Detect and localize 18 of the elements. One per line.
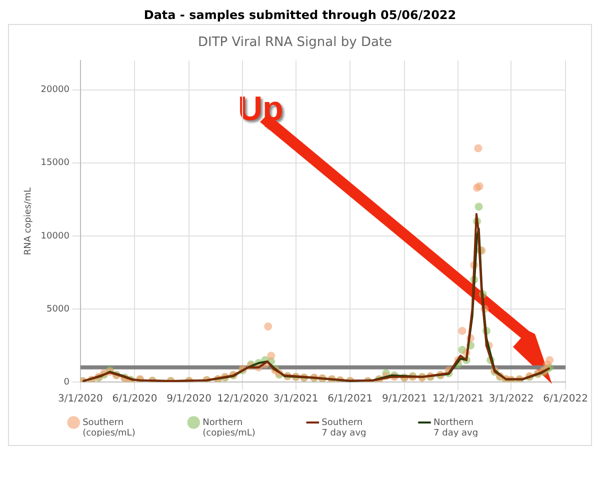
y-tick-label: 20000 [40,85,70,96]
chart-subtitle: DITP Viral RNA Signal by Date [198,35,392,50]
x-tick-label: 6/1/2022 [543,394,588,405]
x-tick-label: 12/1/2021 [432,394,484,405]
x-tick-label: 12/1/2020 [217,394,268,405]
y-tick-label: 15000 [40,158,70,168]
y-tick-label: 0 [64,377,70,388]
x-tick-label: 3/1/2021 [273,394,318,405]
x-tick-label: 9/1/2020 [166,394,212,405]
chart-title: Data - samples submitted through 05/06/2022 [142,8,458,24]
x-tick-label: 3/1/2020 [58,394,103,405]
y-axis-title: RNA copies/mL [24,187,34,256]
x-tick-label: 6/1/2020 [112,394,158,405]
x-tick-label: 9/1/2021 [382,394,427,405]
x-tick-label: 6/1/2021 [328,394,373,405]
y-tick-label: 5000 [46,304,70,314]
y-tick-label: 10000 [40,231,70,242]
x-tick-label: 3/1/2022 [488,394,534,405]
